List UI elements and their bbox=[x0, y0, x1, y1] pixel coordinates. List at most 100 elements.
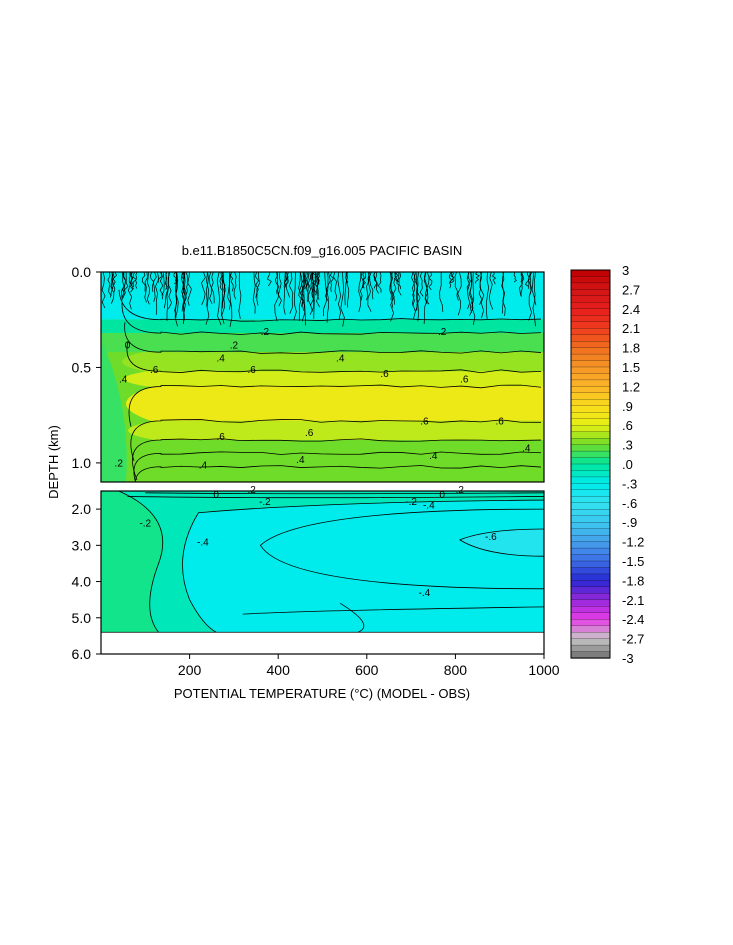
lower-transition-region bbox=[118, 491, 544, 633]
colorbar-swatch bbox=[570, 360, 611, 368]
contour-label: -.2 bbox=[259, 497, 271, 508]
surface-noise-line bbox=[390, 272, 395, 322]
colorbar-swatch bbox=[570, 418, 611, 426]
colorbar-swatch bbox=[570, 457, 611, 465]
colorbar-label: -1.2 bbox=[622, 535, 644, 550]
surface-noise-line bbox=[256, 272, 260, 306]
surface-noise-line bbox=[174, 272, 178, 318]
surface-noise-line bbox=[366, 272, 370, 301]
upper-contour-line bbox=[121, 303, 542, 335]
colorbar-swatch bbox=[570, 450, 611, 459]
contour-label: .2 bbox=[456, 485, 465, 496]
colorbar-swatch bbox=[570, 632, 611, 640]
surface-noise-line bbox=[206, 272, 209, 307]
colorbar-swatch bbox=[570, 425, 611, 433]
surface-noise-line bbox=[502, 272, 506, 316]
colorbar-label: -1.5 bbox=[622, 554, 644, 569]
colorbar-label: -3 bbox=[622, 651, 634, 666]
contour-label: .6 bbox=[420, 417, 429, 428]
lower-contour-line bbox=[259, 508, 544, 590]
colorbar-swatch bbox=[570, 528, 611, 536]
surface-noise-line bbox=[390, 272, 394, 308]
lower-contour-line bbox=[458, 528, 544, 557]
colorbar-swatch bbox=[570, 625, 611, 633]
contour-label: 0 bbox=[439, 490, 445, 501]
colorbar-label: 2.7 bbox=[622, 282, 640, 297]
surface-noise-line bbox=[274, 272, 279, 322]
lower-west-region bbox=[101, 491, 163, 633]
surface-noise-line bbox=[221, 272, 226, 324]
colorbar-swatch bbox=[570, 644, 611, 653]
surface-noise-line bbox=[187, 272, 192, 306]
colorbar-swatch bbox=[570, 541, 611, 549]
y-tick-label: 4.0 bbox=[72, 574, 92, 590]
colorbar-label: 3 bbox=[622, 263, 629, 278]
surface-noise-line bbox=[326, 272, 331, 323]
upper-band bbox=[126, 386, 544, 421]
surface-noise-line bbox=[474, 272, 480, 284]
contour-label: .6 bbox=[216, 432, 225, 443]
surface-noise-line bbox=[141, 272, 146, 292]
surface-noise-line bbox=[457, 272, 462, 316]
upper-band bbox=[128, 420, 544, 440]
contour-label: .2 bbox=[261, 327, 270, 338]
lower-core-region bbox=[459, 529, 544, 557]
surface-noise-line bbox=[373, 272, 378, 289]
surface-noise-line bbox=[416, 272, 419, 322]
surface-noise-line bbox=[419, 272, 424, 297]
contour-label: .6 bbox=[380, 369, 389, 380]
contour-label: .4 bbox=[336, 354, 345, 365]
lower-contour-line bbox=[182, 499, 544, 633]
surface-noise-line bbox=[121, 272, 126, 298]
surface-noise-line bbox=[163, 272, 168, 309]
upper-contour-line bbox=[130, 419, 542, 462]
surface-noise-line bbox=[491, 272, 497, 285]
surface-noise-line bbox=[486, 272, 489, 320]
surface-noise-line bbox=[423, 272, 429, 324]
surface-noise-line bbox=[185, 272, 188, 295]
contour-label: .6 bbox=[496, 417, 505, 428]
surface-noise-line bbox=[501, 272, 506, 314]
colorbar-label: -2.4 bbox=[622, 612, 644, 627]
colorbar-swatch bbox=[570, 476, 611, 485]
upper-band bbox=[130, 440, 544, 482]
colorbar-swatch bbox=[570, 502, 611, 510]
contour-label: -.4 bbox=[419, 588, 431, 599]
contour-label: .4 bbox=[296, 455, 305, 466]
colorbar-swatch bbox=[570, 489, 611, 497]
lower-contour-line bbox=[118, 491, 164, 633]
surface-noise-line bbox=[316, 272, 320, 300]
colorbar-swatch bbox=[570, 599, 611, 607]
colorbar-swatch bbox=[570, 483, 611, 491]
surface-noise-line bbox=[428, 272, 433, 290]
lower-panel-frame bbox=[100, 490, 545, 655]
surface-noise-line bbox=[157, 272, 163, 283]
colorbar-swatch bbox=[570, 315, 611, 323]
y-axis-title: DEPTH (km) bbox=[46, 425, 61, 499]
contour-label: .2 bbox=[230, 340, 239, 351]
surface-noise-line bbox=[307, 272, 310, 302]
upper-band bbox=[122, 352, 544, 372]
surface-noise-line bbox=[513, 272, 517, 283]
contour-label: .6 bbox=[247, 365, 256, 376]
colorbar-swatch bbox=[570, 353, 611, 362]
colorbar-swatch bbox=[570, 386, 611, 394]
colorbar-swatch bbox=[570, 573, 611, 582]
surface-noise-line bbox=[344, 272, 348, 306]
colorbar-swatch bbox=[570, 295, 611, 303]
surface-noise-line bbox=[124, 272, 129, 294]
surface-noise-line bbox=[283, 272, 286, 315]
colorbar-label: .9 bbox=[622, 399, 633, 414]
x-tick-label: 1000 bbox=[528, 662, 559, 678]
upper-contour-line bbox=[132, 438, 542, 481]
colorbar-swatch bbox=[570, 619, 611, 627]
colorbar-swatch bbox=[570, 269, 611, 278]
colorbar-swatch bbox=[570, 554, 611, 562]
surface-noise-line bbox=[398, 272, 402, 296]
contour-label: .4 bbox=[119, 375, 128, 386]
colorbar-swatch bbox=[570, 651, 611, 659]
colorbar-swatch bbox=[570, 509, 611, 517]
y-tick-label: 5.0 bbox=[72, 610, 92, 626]
y-tick-label: 1.0 bbox=[72, 455, 92, 471]
upper-contour-line bbox=[126, 341, 542, 374]
